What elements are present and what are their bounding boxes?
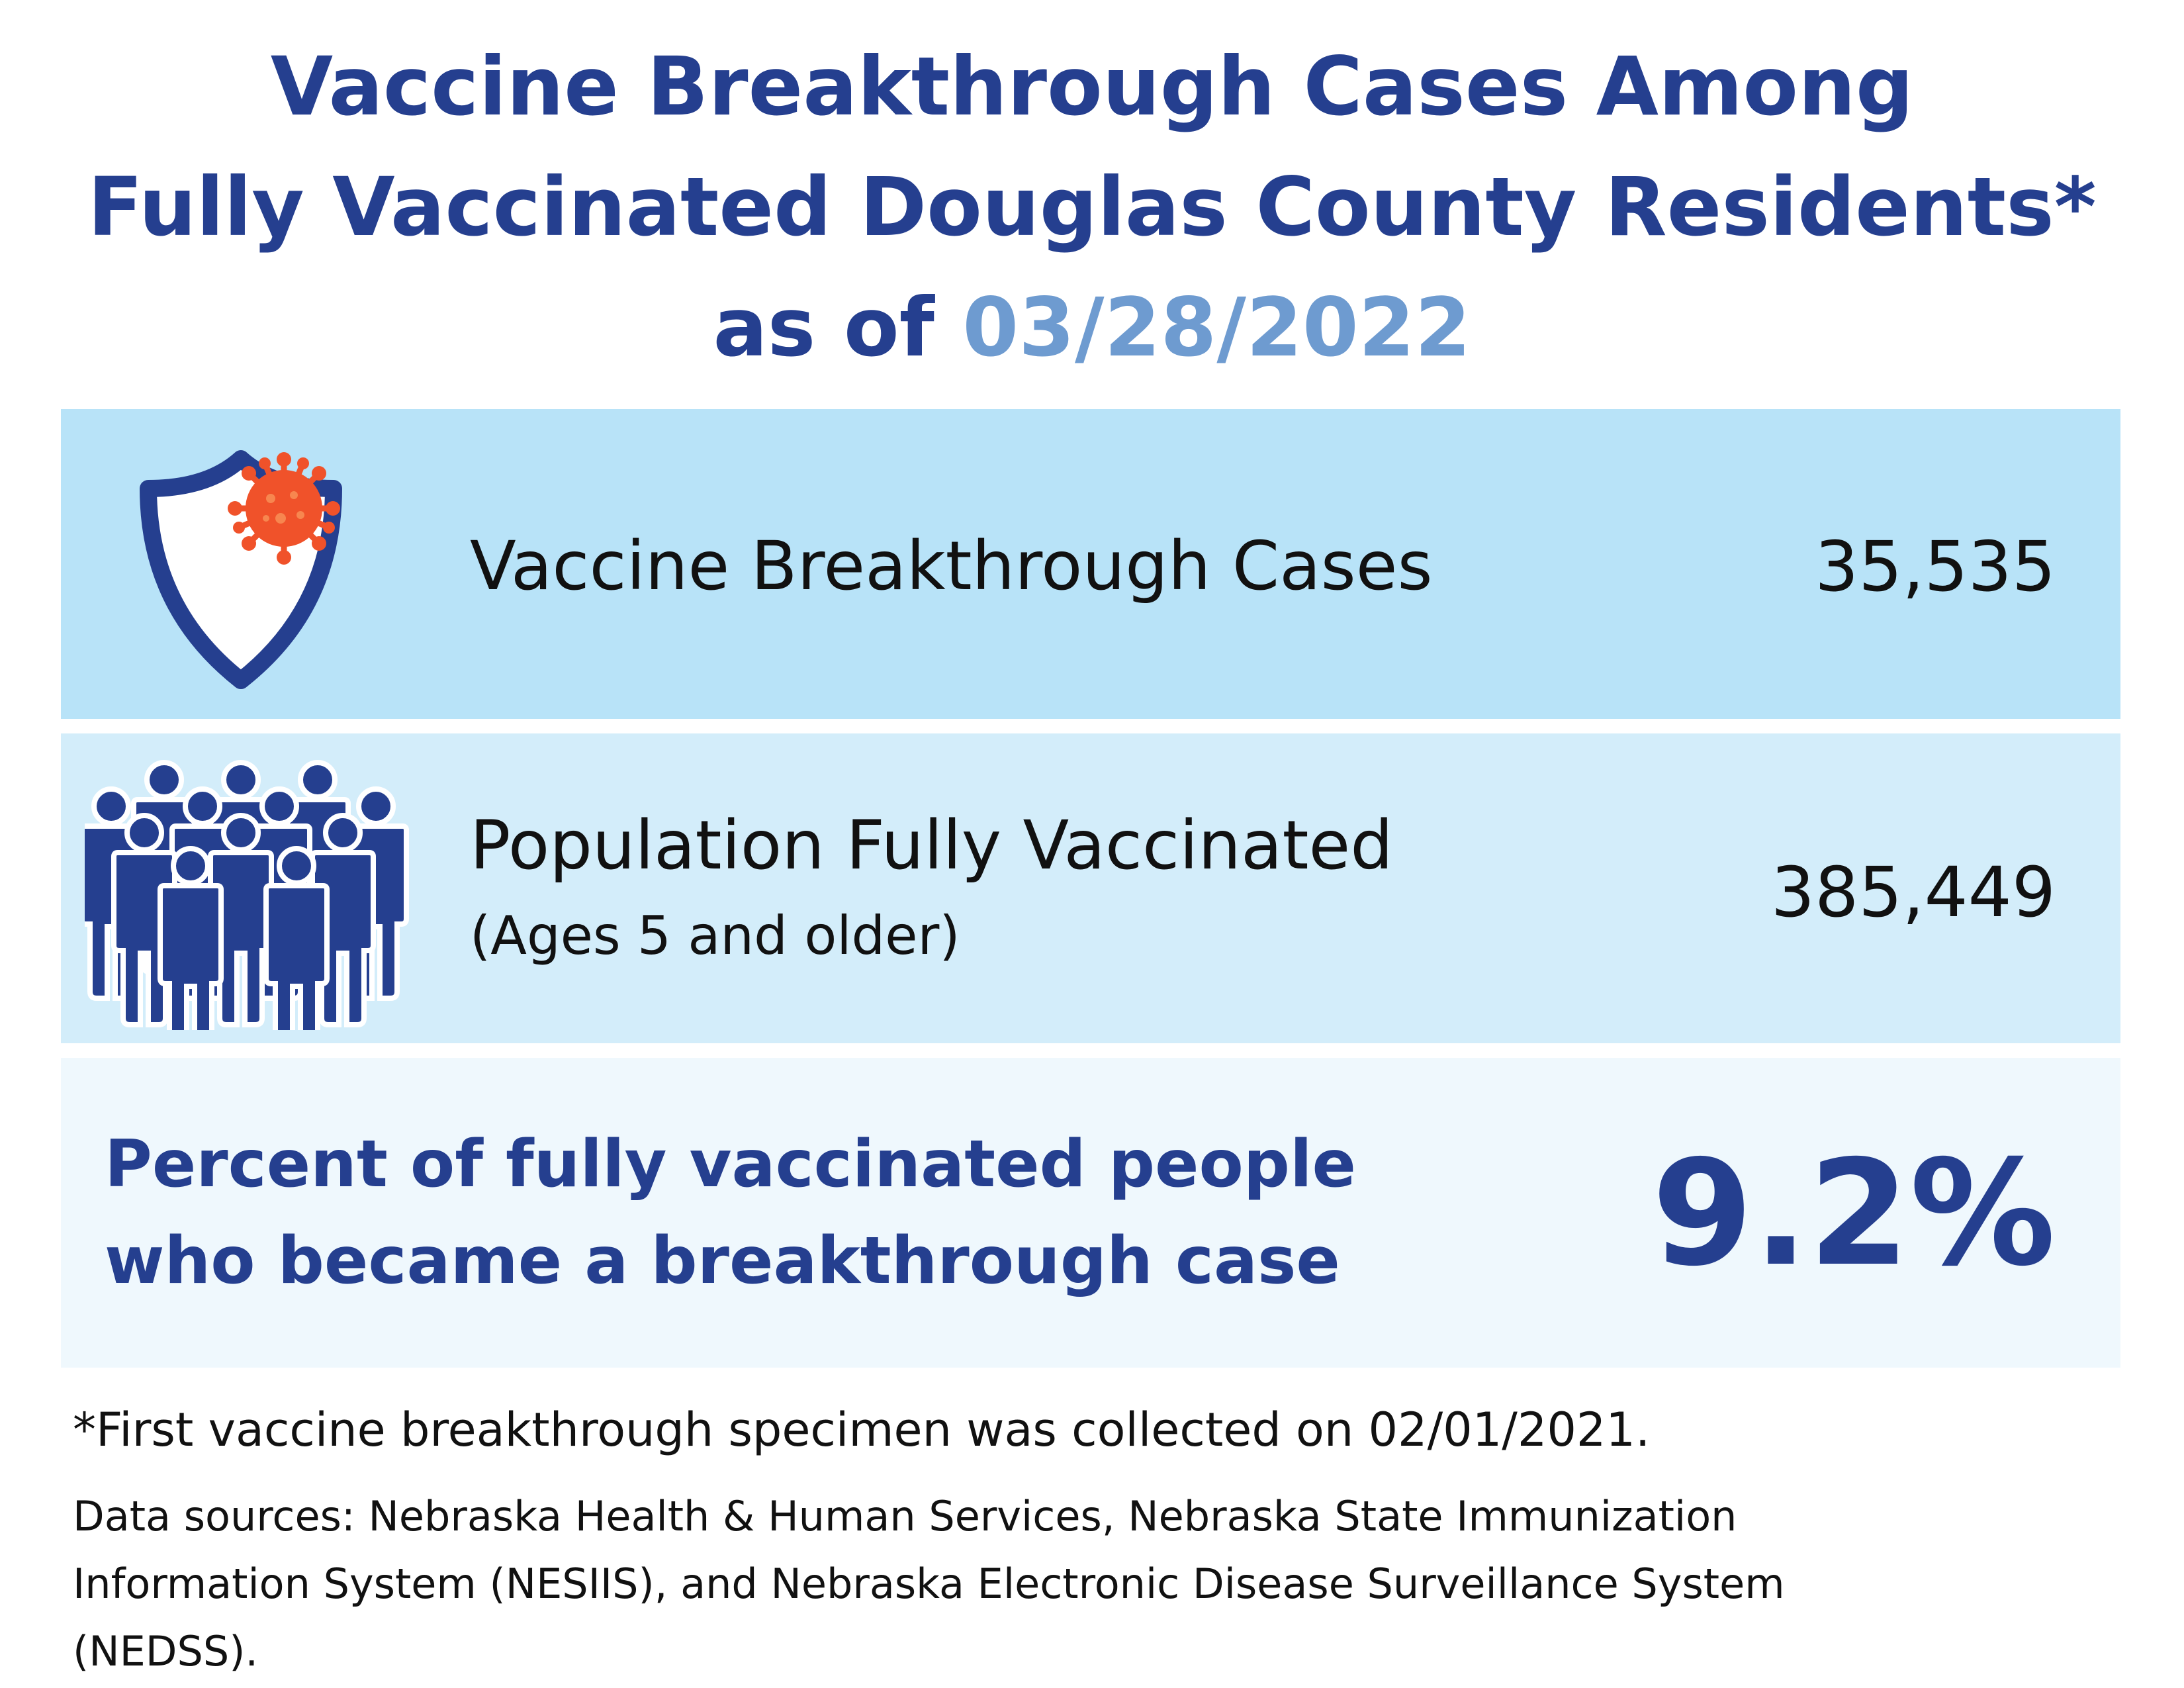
footnote: *First vaccine breakthrough specimen was… — [73, 1403, 1651, 1457]
shield-virus-icon — [140, 450, 342, 689]
title-line-3: as of 03/28/2022 — [0, 267, 2184, 388]
vaccinated-sublabel: (Ages 5 and older) — [470, 905, 960, 966]
breakthrough-label: Vaccine Breakthrough Cases — [470, 527, 1433, 606]
sources-line-2: Information System (NESIIS), and Nebrask… — [73, 1560, 1785, 1608]
sources-line-3: (NEDSS). — [73, 1627, 259, 1675]
sources-line-1: Data sources: Nebraska Health & Human Se… — [73, 1492, 1737, 1540]
percent-value: 9.2% — [1651, 1129, 2056, 1298]
percent-label-line-2: who became a breakthrough case — [105, 1223, 1340, 1299]
percent-row: Percent of fully vaccinated people who b… — [61, 1058, 2120, 1368]
title-prefix: as of — [713, 281, 963, 375]
title-line-2: Fully Vaccinated Douglas County Resident… — [87, 160, 2097, 254]
breakthrough-cases-row: Vaccine Breakthrough Cases 35,535 — [61, 409, 2120, 719]
breakthrough-value: 35,535 — [1815, 526, 2056, 607]
vaccinated-value: 385,449 — [1770, 852, 2056, 933]
data-sources: Data sources: Nebraska Health & Human Se… — [73, 1483, 2124, 1685]
crowd-people-icon — [85, 752, 429, 1030]
page-title: Vaccine Breakthrough Cases Among Fully V… — [0, 26, 2184, 388]
title-line-1: Vaccine Breakthrough Cases Among — [270, 40, 1914, 134]
vaccinated-label: Population Fully Vaccinated — [470, 806, 1394, 885]
title-date: 03/28/2022 — [962, 281, 1471, 375]
percent-label-line-1: Percent of fully vaccinated people — [105, 1127, 1356, 1202]
percent-label: Percent of fully vaccinated people who b… — [105, 1116, 1356, 1309]
population-vaccinated-row: Population Fully Vaccinated (Ages 5 and … — [61, 733, 2120, 1043]
